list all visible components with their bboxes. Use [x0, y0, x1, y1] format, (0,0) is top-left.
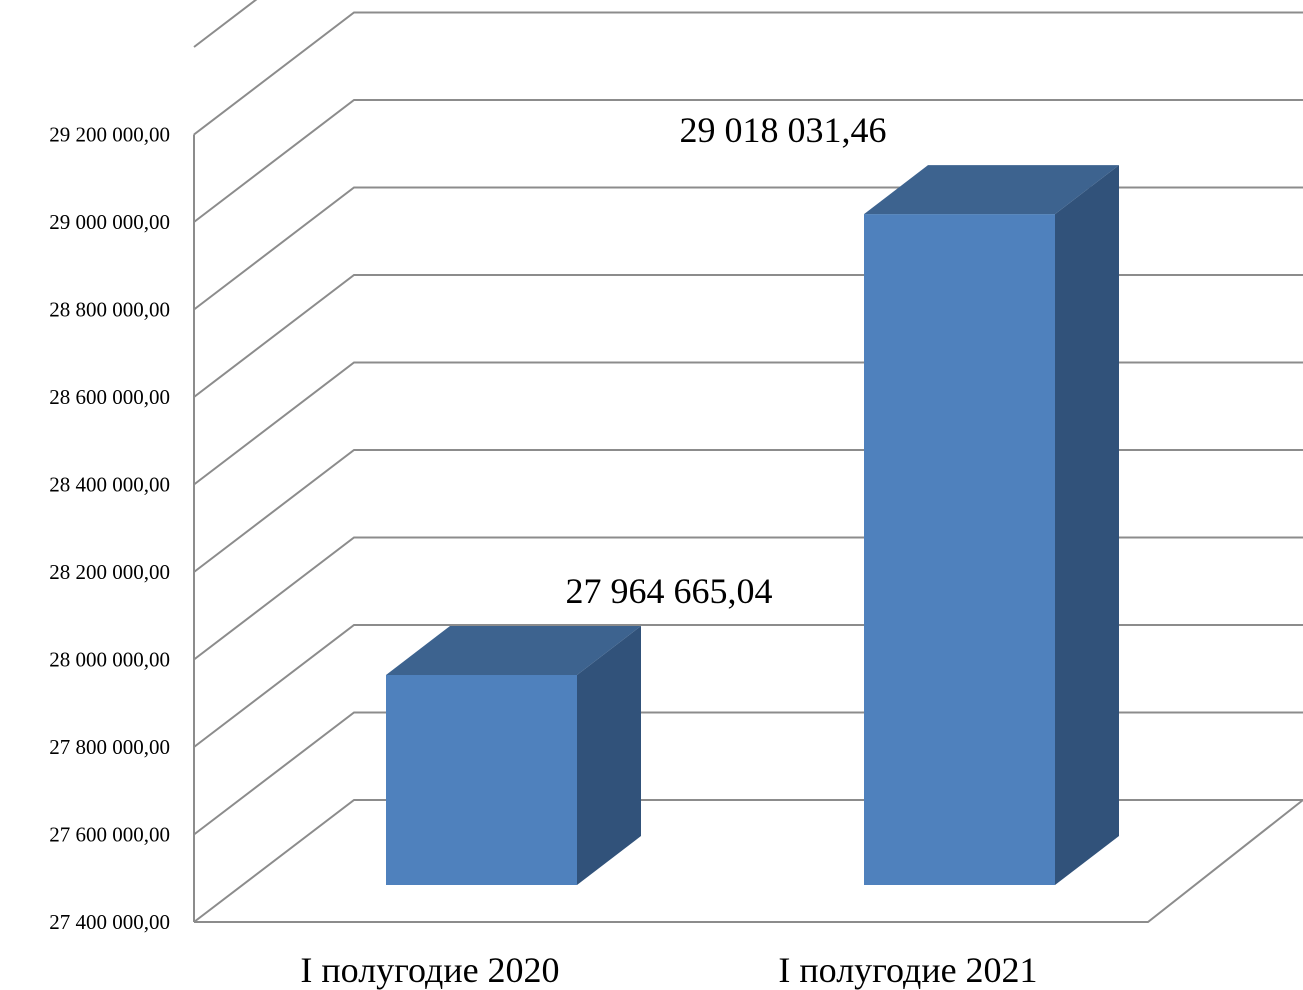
y-tick-label: 29 000 000,00 — [49, 210, 170, 234]
y-tick-label: 28 000 000,00 — [49, 648, 170, 672]
y-tick-label: 27 400 000,00 — [49, 910, 170, 934]
gridline — [193, 274, 1303, 398]
gridlines — [193, 0, 1303, 923]
x-axis-category-labels: I полугодие 2020 I полугодие 2021 — [300, 950, 1037, 990]
floor-edge — [194, 799, 1303, 923]
data-labels: 27 964 665,04 29 018 031,46 — [566, 110, 887, 611]
bar-2 — [864, 165, 1119, 886]
chart-floor — [194, 799, 1303, 923]
gridline — [193, 799, 1303, 923]
bar-front-face — [864, 214, 1055, 886]
gridline — [193, 11, 1303, 136]
gridline — [193, 711, 1303, 836]
bar-top-face — [864, 165, 1119, 215]
y-tick-label: 28 600 000,00 — [49, 385, 170, 409]
bar-1 — [386, 625, 641, 885]
x-category-label: I полугодие 2021 — [778, 950, 1037, 990]
data-label: 27 964 665,04 — [566, 571, 773, 611]
bar-side-face — [1055, 165, 1119, 886]
gridline — [193, 624, 1303, 748]
gridline — [193, 449, 1303, 573]
bar-side-face — [577, 625, 641, 885]
x-category-label: I полугодие 2020 — [300, 950, 559, 990]
y-tick-label: 28 200 000,00 — [49, 560, 170, 584]
gridline — [193, 361, 1303, 486]
y-axis-tick-labels: 27 400 000,00 27 600 000,00 27 800 000,00 2… — [49, 123, 170, 935]
y-tick-label: 28 800 000,00 — [49, 298, 170, 322]
y-tick-label: 28 400 000,00 — [49, 473, 170, 497]
gridline — [193, 186, 1303, 311]
y-tick-label: 27 600 000,00 — [49, 823, 170, 847]
bars — [386, 165, 1119, 886]
y-tick-label: 27 800 000,00 — [49, 735, 170, 759]
gridline — [193, 99, 1303, 223]
y-tick-label: 29 200 000,00 — [49, 123, 170, 147]
data-label: 29 018 031,46 — [680, 110, 887, 150]
gridline — [193, 0, 258, 48]
bar-top-face — [386, 625, 641, 675]
bar-front-face — [386, 674, 577, 885]
